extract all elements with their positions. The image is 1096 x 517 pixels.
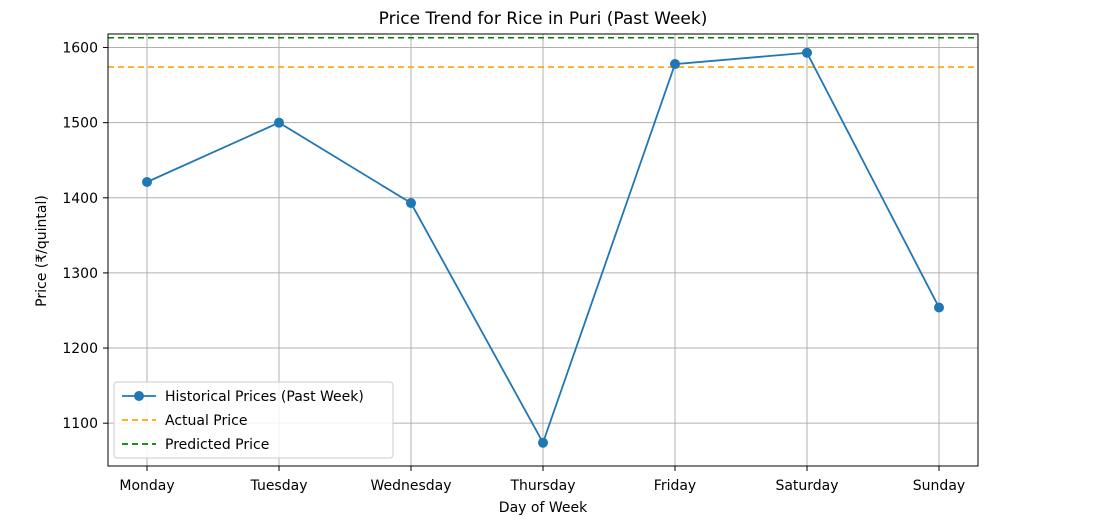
y-tick-label: 1500 (62, 116, 98, 132)
reference-lines (108, 36, 978, 68)
legend-label: Predicted Price (165, 437, 269, 453)
legend-label: Historical Prices (Past Week) (165, 389, 364, 405)
x-tick-label: Tuesday (250, 478, 308, 494)
x-tick-label: Friday (654, 478, 696, 494)
series-layer (142, 47, 944, 448)
x-tick-label: Saturday (775, 478, 838, 494)
x-axis-title: Day of Week (499, 500, 588, 516)
y-axis-title: Price (₹/quintal) (34, 195, 50, 307)
y-tick-label: 1200 (62, 341, 98, 357)
data-point (406, 198, 416, 209)
data-point (802, 47, 812, 58)
legend-marker (134, 391, 144, 401)
chart-title: Price Trend for Rice in Puri (Past Week) (379, 9, 708, 29)
x-tick-label: Wednesday (370, 478, 451, 494)
data-point (274, 117, 284, 128)
x-tick-label: Sunday (913, 478, 965, 494)
x-tick-label: Thursday (509, 478, 575, 494)
data-point (934, 302, 944, 313)
data-point (142, 177, 152, 188)
data-point (670, 59, 680, 70)
legend-box (113, 381, 394, 459)
grid-lines (108, 34, 978, 466)
axis-ticks: Monday Tuesday Wednesday Thursday Friday Satu… (62, 41, 965, 494)
y-tick-label: 1400 (62, 191, 98, 207)
legend: Historical Prices (Past Week) Actual Pric… (113, 381, 394, 459)
y-tick-label: 1600 (62, 41, 98, 57)
legend-label: Actual Price (165, 413, 247, 429)
y-tick-label: 1100 (62, 416, 98, 432)
x-tick-label: Monday (119, 478, 174, 494)
y-tick-label: 1300 (62, 266, 98, 282)
data-point (538, 437, 548, 448)
